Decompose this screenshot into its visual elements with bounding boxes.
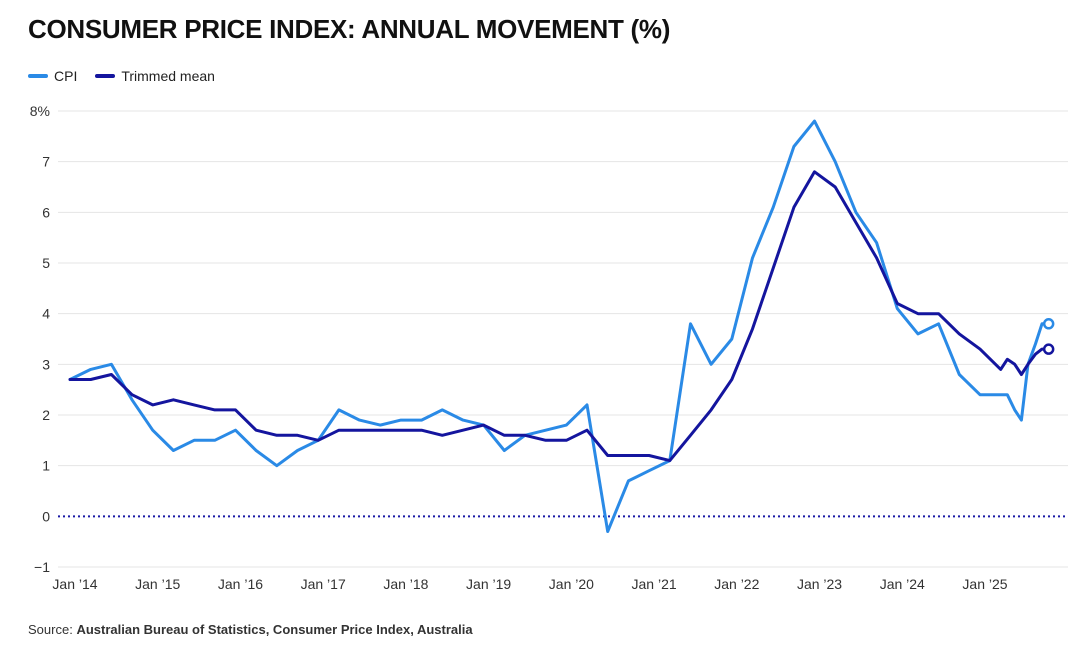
x-tick-label: Jan ’18 — [383, 576, 428, 592]
x-tick-label: Jan ’15 — [135, 576, 180, 592]
x-tick-label: Jan ’16 — [218, 576, 263, 592]
trimmed-mean-line — [68, 170, 1051, 463]
trimmed-mean-end-marker — [1042, 343, 1055, 355]
y-tick-label: 2 — [42, 407, 50, 423]
x-tick-label: Jan ’19 — [466, 576, 511, 592]
legend-swatch-cpi — [28, 74, 48, 78]
y-tick-label: 6 — [42, 204, 50, 220]
x-tick-label: Jan ’17 — [301, 576, 346, 592]
y-tick-label: 4 — [42, 306, 50, 322]
x-tick-label: Jan ’24 — [880, 576, 925, 592]
legend-label-trimmed-mean: Trimmed mean — [121, 68, 215, 84]
y-tick-label: 3 — [42, 356, 50, 372]
legend-item-cpi: CPI — [28, 68, 77, 84]
chart-title: CONSUMER PRICE INDEX: ANNUAL MOVEMENT (%… — [28, 14, 671, 44]
x-tick-label: Jan ’23 — [797, 576, 842, 592]
source-label: Source: — [28, 622, 73, 637]
cpi-end-marker — [1042, 318, 1055, 330]
source-note: Source: Australian Bureau of Statistics,… — [28, 622, 473, 637]
x-tick-label: Jan ’14 — [52, 576, 97, 592]
legend-item-trimmed-mean: Trimmed mean — [95, 68, 215, 84]
x-tick-label: Jan ’22 — [714, 576, 759, 592]
x-tick-label: Jan ’20 — [549, 576, 594, 592]
y-tick-label: 7 — [42, 154, 50, 170]
x-tick-label: Jan ’25 — [962, 576, 1007, 592]
y-tick-label: 1 — [42, 458, 50, 474]
y-tick-label: −1 — [34, 559, 50, 575]
legend: CPI Trimmed mean — [28, 68, 215, 84]
legend-swatch-trimmed-mean — [95, 74, 116, 78]
x-tick-label: Jan ’21 — [632, 576, 677, 592]
y-tick-label: 5 — [42, 255, 50, 271]
y-tick-label: 0 — [42, 508, 50, 524]
legend-label-cpi: CPI — [54, 68, 78, 84]
cpi-line — [68, 119, 1051, 533]
source-text: Australian Bureau of Statistics, Consume… — [76, 622, 473, 637]
y-tick-label: 8% — [30, 103, 50, 119]
